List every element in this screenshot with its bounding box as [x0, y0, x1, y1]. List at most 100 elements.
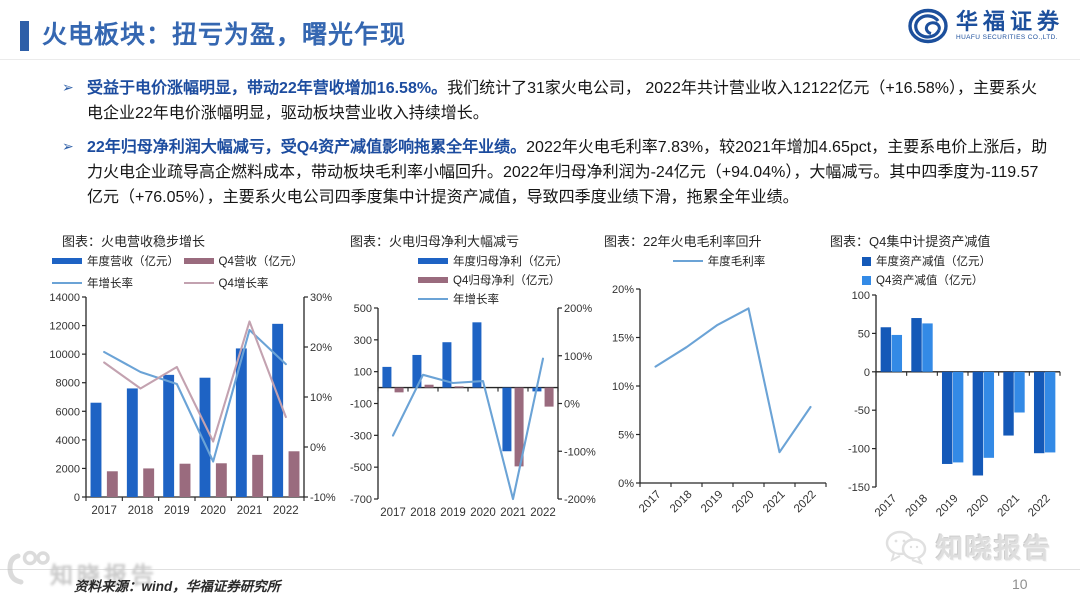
svg-text:2021: 2021 [237, 505, 263, 517]
netprofit-chart: 500 300 100 -100 -300 -500 -700 200% 100% 0% -100%… [350, 303, 596, 519]
svg-text:0: 0 [74, 492, 80, 504]
legend-item: 年增长率 [52, 275, 184, 292]
legend-swatch [52, 281, 82, 284]
svg-text:2019: 2019 [934, 493, 961, 520]
chart-title: 图表：22年火电毛利率回升 [604, 234, 762, 249]
legend-swatch [862, 256, 871, 266]
legend-item: Q4营收（亿元） [183, 253, 338, 270]
svg-text:2020: 2020 [200, 505, 226, 517]
svg-text:2018: 2018 [128, 505, 154, 517]
chart-panel-revenue: 图表：火电营收稳步增长 年度营收（亿元） Q4营收（亿元） 年增长率 Q4增长率 14… [40, 231, 338, 521]
chart-panel-impairment: 图表：Q4集中计提资产减值 年度资产减值（亿元） Q4资产减值（亿元） 100 50… [828, 231, 1072, 531]
bullet-1-body: 我们统计了31家火电公司， 2022年共计营业收入12122亿元（+16.58%… [87, 80, 1038, 122]
svg-text:2020: 2020 [470, 507, 496, 519]
legend-item: Q4增长率 [183, 275, 338, 292]
legend-item: 年度资产减值（亿元） [862, 253, 1072, 269]
page-number: 10 [1012, 576, 1028, 592]
svg-text:500: 500 [354, 303, 372, 315]
svg-text:15%: 15% [612, 333, 634, 345]
svg-text:30%: 30% [310, 292, 332, 304]
bullet-1-lead: 受益于电价涨幅明显，带动22年营收增加16.58%。 [87, 80, 448, 97]
chart-title: 图表：Q4集中计提资产减值 [830, 234, 991, 249]
brand-logo: 华福证券 HUAFU SECURITIES CO.,LTD. [907, 7, 1064, 45]
svg-text:2021: 2021 [500, 507, 526, 519]
svg-text:20%: 20% [310, 342, 332, 354]
watermark-logo-icon [7, 550, 50, 585]
svg-text:2022: 2022 [530, 507, 556, 519]
brand-name-cn: 华福证券 [955, 8, 1064, 34]
chart-legend: 年度归母净利（亿元） Q4归母净利（亿元） 年增长率 [340, 253, 600, 306]
svg-text:2022: 2022 [792, 489, 819, 516]
legend-label: Q4营收（亿元） [218, 256, 303, 269]
svg-text:-300: -300 [350, 430, 372, 442]
chat-bubbles-icon [885, 530, 927, 565]
legend-swatch [418, 277, 448, 283]
legend-label: 年度归母净利（亿元） [453, 256, 568, 268]
svg-text:12000: 12000 [49, 321, 80, 333]
svg-text:2019: 2019 [699, 489, 726, 516]
legend-label: Q4增长率 [218, 277, 269, 290]
svg-text:-100: -100 [848, 444, 870, 456]
svg-text:-50: -50 [854, 405, 870, 417]
svg-text:10%: 10% [612, 381, 634, 393]
bullet-2: ➢ 22年归母净利润大幅减亏，受Q4资产减值影响拖累全年业绩。2022年火电毛利… [62, 135, 1050, 210]
svg-text:2017: 2017 [873, 493, 900, 520]
legend-label: 年度营收（亿元） [87, 256, 179, 269]
svg-text:200%: 200% [564, 303, 592, 315]
source-note: 资料来源：wind，华福证券研究所 [74, 579, 281, 594]
svg-text:300: 300 [354, 335, 372, 347]
chart-panel-netprofit: 图表：火电归母净利大幅减亏 年度归母净利（亿元） Q4归母净利（亿元） 年增长率 5… [340, 231, 600, 521]
summary-bullets: ➢ 受益于电价涨幅明显，带动22年营收增加16.58%。我们统计了31家火电公司… [62, 76, 1050, 219]
svg-text:0%: 0% [310, 442, 326, 454]
legend-swatch [862, 275, 871, 285]
legend-item: Q4归母净利（亿元） [418, 272, 600, 288]
legend-swatch [183, 258, 214, 265]
legend-label: 年增长率 [453, 294, 499, 306]
title-accent-bar [20, 21, 29, 51]
chart-legend: 年度资产减值（亿元） Q4资产减值（亿元） [828, 253, 1072, 289]
svg-text:2020: 2020 [965, 493, 992, 520]
watermark-right: 知晓报告 [884, 527, 1052, 566]
chart-title: 图表：火电营收稳步增长 [62, 234, 206, 249]
svg-text:2017: 2017 [91, 505, 117, 517]
svg-text:10%: 10% [310, 392, 332, 404]
svg-text:0%: 0% [564, 399, 580, 411]
huafu-swirl-icon [908, 8, 948, 44]
chart-panel-grossmargin: 图表：22年火电毛利率回升 年度毛利率 20% 15% 10% 5% 0% 2017 201… [602, 231, 836, 529]
svg-text:2019: 2019 [440, 507, 466, 519]
svg-text:4000: 4000 [56, 435, 80, 447]
watermark-text-right: 知晓报告 [936, 534, 1052, 564]
svg-text:100: 100 [354, 367, 372, 379]
legend-item: 年度毛利率 [672, 253, 765, 269]
legend-swatch [52, 258, 82, 265]
chart-legend: 年度毛利率 [602, 253, 836, 279]
svg-text:6000: 6000 [56, 406, 80, 418]
watermark-text-left: 知晓报告 [50, 562, 158, 588]
legend-swatch [672, 260, 703, 262]
revenue-chart: 14000 12000 10000 8000 6000 4000 2000 0 30% 20% 10… [49, 292, 336, 517]
svg-text:8000: 8000 [56, 378, 80, 390]
legend-item: 年度营收（亿元） [52, 253, 184, 270]
chart-title: 图表：火电归母净利大幅减亏 [350, 234, 520, 249]
bullet-2-lead: 22年归母净利润大幅减亏，受Q4资产减值影响拖累全年业绩。 [87, 139, 527, 156]
bullet-2-body: 2022年火电毛利率7.83%，较2021年增加4.65pct，主要系电价上涨后… [87, 139, 1048, 206]
legend-item: Q4资产减值（亿元） [862, 272, 1072, 288]
svg-text:5%: 5% [618, 430, 634, 442]
bullet-arrow-icon: ➢ [62, 79, 74, 95]
svg-text:50: 50 [858, 328, 870, 340]
svg-text:2017: 2017 [637, 489, 664, 516]
page-title: 火电板块：扭亏为盈，曙光乍现 [42, 21, 407, 49]
legend-swatch [183, 281, 214, 284]
svg-text:14000: 14000 [49, 292, 80, 304]
svg-text:2022: 2022 [273, 505, 299, 517]
svg-text:-10%: -10% [310, 492, 336, 504]
svg-text:-150: -150 [848, 482, 870, 494]
legend-label: Q4归母净利（亿元） [453, 275, 561, 287]
svg-text:2018: 2018 [668, 489, 695, 516]
footer-divider [0, 569, 1080, 570]
svg-text:2018: 2018 [410, 507, 436, 519]
chart-legend: 年度营收（亿元） Q4营收（亿元） 年增长率 Q4增长率 [40, 253, 338, 291]
bullet-arrow-icon: ➢ [62, 138, 74, 154]
legend-swatch [418, 258, 448, 264]
